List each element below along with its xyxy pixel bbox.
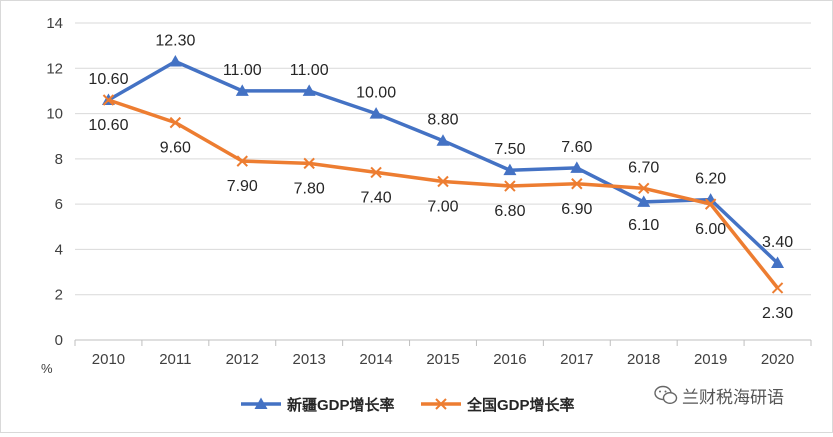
wechat-icon bbox=[654, 385, 678, 405]
y-tick-label: 0 bbox=[55, 332, 63, 349]
y-tick-label: 14 bbox=[46, 15, 63, 32]
x-tick-label: 2017 bbox=[560, 351, 593, 368]
data-point-marker bbox=[771, 282, 784, 294]
marker-stroke bbox=[571, 178, 583, 190]
y-axis: 0 2 4 6 8 10 12 14 bbox=[46, 15, 63, 349]
y-tick-label: 4 bbox=[55, 241, 63, 258]
gridlines bbox=[75, 22, 811, 296]
legend-marker bbox=[435, 398, 447, 410]
data-point-marker bbox=[302, 84, 316, 96]
watermark-text: 兰财税海研语 bbox=[682, 388, 784, 407]
marker-stroke bbox=[437, 175, 449, 188]
marker-stroke bbox=[504, 180, 516, 192]
x-tick-label: 2020 bbox=[761, 351, 794, 368]
marker-stroke bbox=[704, 198, 717, 210]
y-tick-label: 6 bbox=[55, 196, 63, 213]
legend-label: 全国GDP增长率 bbox=[466, 396, 575, 414]
marker-stroke bbox=[435, 398, 447, 410]
x-tick-label: 2013 bbox=[292, 351, 325, 368]
x-tick-label: 2019 bbox=[694, 351, 727, 368]
data-label: 8.80 bbox=[427, 112, 458, 129]
data-point-marker bbox=[504, 180, 516, 192]
watermark: 兰财税海研语 bbox=[654, 385, 784, 407]
x-tick-label: 2012 bbox=[226, 351, 259, 368]
marker-stroke bbox=[771, 282, 784, 294]
data-point-marker bbox=[236, 155, 248, 167]
data-label: 7.80 bbox=[294, 180, 325, 197]
data-point-marker bbox=[436, 134, 450, 146]
data-label: 7.00 bbox=[427, 199, 458, 216]
data-labels: 10.60 10.60 12.30 9.60 11.00 7.90 11.00 7.80 10.… bbox=[88, 32, 793, 321]
data-point-marker bbox=[303, 157, 315, 170]
marker-stroke bbox=[102, 94, 115, 106]
y-axis-unit: % bbox=[41, 361, 53, 376]
marker-stroke bbox=[236, 155, 248, 167]
data-point-marker bbox=[771, 256, 785, 269]
series-line-0 bbox=[107, 59, 779, 265]
data-label: 2.30 bbox=[762, 305, 793, 322]
marker-stroke bbox=[370, 166, 382, 179]
data-point-marker bbox=[168, 54, 182, 67]
data-label: 6.80 bbox=[494, 203, 525, 220]
data-point-marker bbox=[437, 175, 449, 188]
data-label: 7.60 bbox=[561, 139, 592, 156]
data-point-marker bbox=[235, 84, 249, 96]
data-label: 12.30 bbox=[155, 32, 195, 49]
data-label: 3.40 bbox=[762, 234, 793, 251]
legend-marker bbox=[254, 397, 268, 409]
data-point-marker bbox=[570, 161, 584, 173]
x-tick-label: 2010 bbox=[92, 351, 125, 368]
x-tick-label: 2016 bbox=[493, 351, 526, 368]
marker-stroke bbox=[303, 157, 315, 170]
y-tick-label: 10 bbox=[46, 106, 63, 123]
x-tick-label: 2015 bbox=[426, 351, 459, 368]
data-point-marker bbox=[503, 163, 517, 176]
legend-label: 新疆GDP增长率 bbox=[287, 396, 395, 414]
y-tick-label: 12 bbox=[46, 60, 63, 77]
legend: 新疆GDP增长率 全国GDP增长率 bbox=[241, 396, 575, 414]
data-label: 11.00 bbox=[223, 62, 262, 79]
x-tick-label: 2018 bbox=[627, 351, 660, 368]
marker-stroke bbox=[169, 116, 182, 129]
data-label: 7.50 bbox=[494, 141, 525, 158]
x-tick-label: 2014 bbox=[359, 351, 392, 368]
marker-stroke bbox=[638, 182, 650, 194]
x-tick-label: 2011 bbox=[159, 351, 191, 368]
data-label: 6.20 bbox=[695, 171, 726, 188]
data-label: 11.00 bbox=[290, 62, 329, 79]
series-lines bbox=[101, 54, 785, 294]
data-point-marker bbox=[370, 166, 382, 179]
data-label: 10.60 bbox=[88, 71, 128, 88]
data-label: 6.00 bbox=[695, 221, 726, 238]
data-label: 6.90 bbox=[561, 201, 592, 218]
data-label: 6.70 bbox=[628, 159, 659, 176]
data-point-marker bbox=[369, 107, 383, 119]
x-axis: 2010 2011 2012 2013 2014 2015 2016 2017 2018 2019… bbox=[74, 339, 812, 368]
data-label: 7.90 bbox=[227, 178, 258, 195]
y-tick-label: 8 bbox=[55, 151, 63, 168]
data-point-marker bbox=[704, 198, 717, 210]
data-point-marker bbox=[638, 182, 650, 194]
data-label: 10.00 bbox=[356, 85, 396, 102]
y-tick-label: 2 bbox=[55, 287, 63, 304]
data-label: 7.40 bbox=[361, 189, 392, 206]
data-label: 9.60 bbox=[160, 140, 191, 157]
data-point-marker bbox=[102, 94, 115, 106]
data-label: 6.10 bbox=[628, 217, 659, 234]
data-point-marker bbox=[571, 178, 583, 190]
data-label: 10.60 bbox=[88, 117, 128, 134]
data-point-marker bbox=[169, 116, 182, 129]
data-point-marker bbox=[637, 195, 651, 207]
